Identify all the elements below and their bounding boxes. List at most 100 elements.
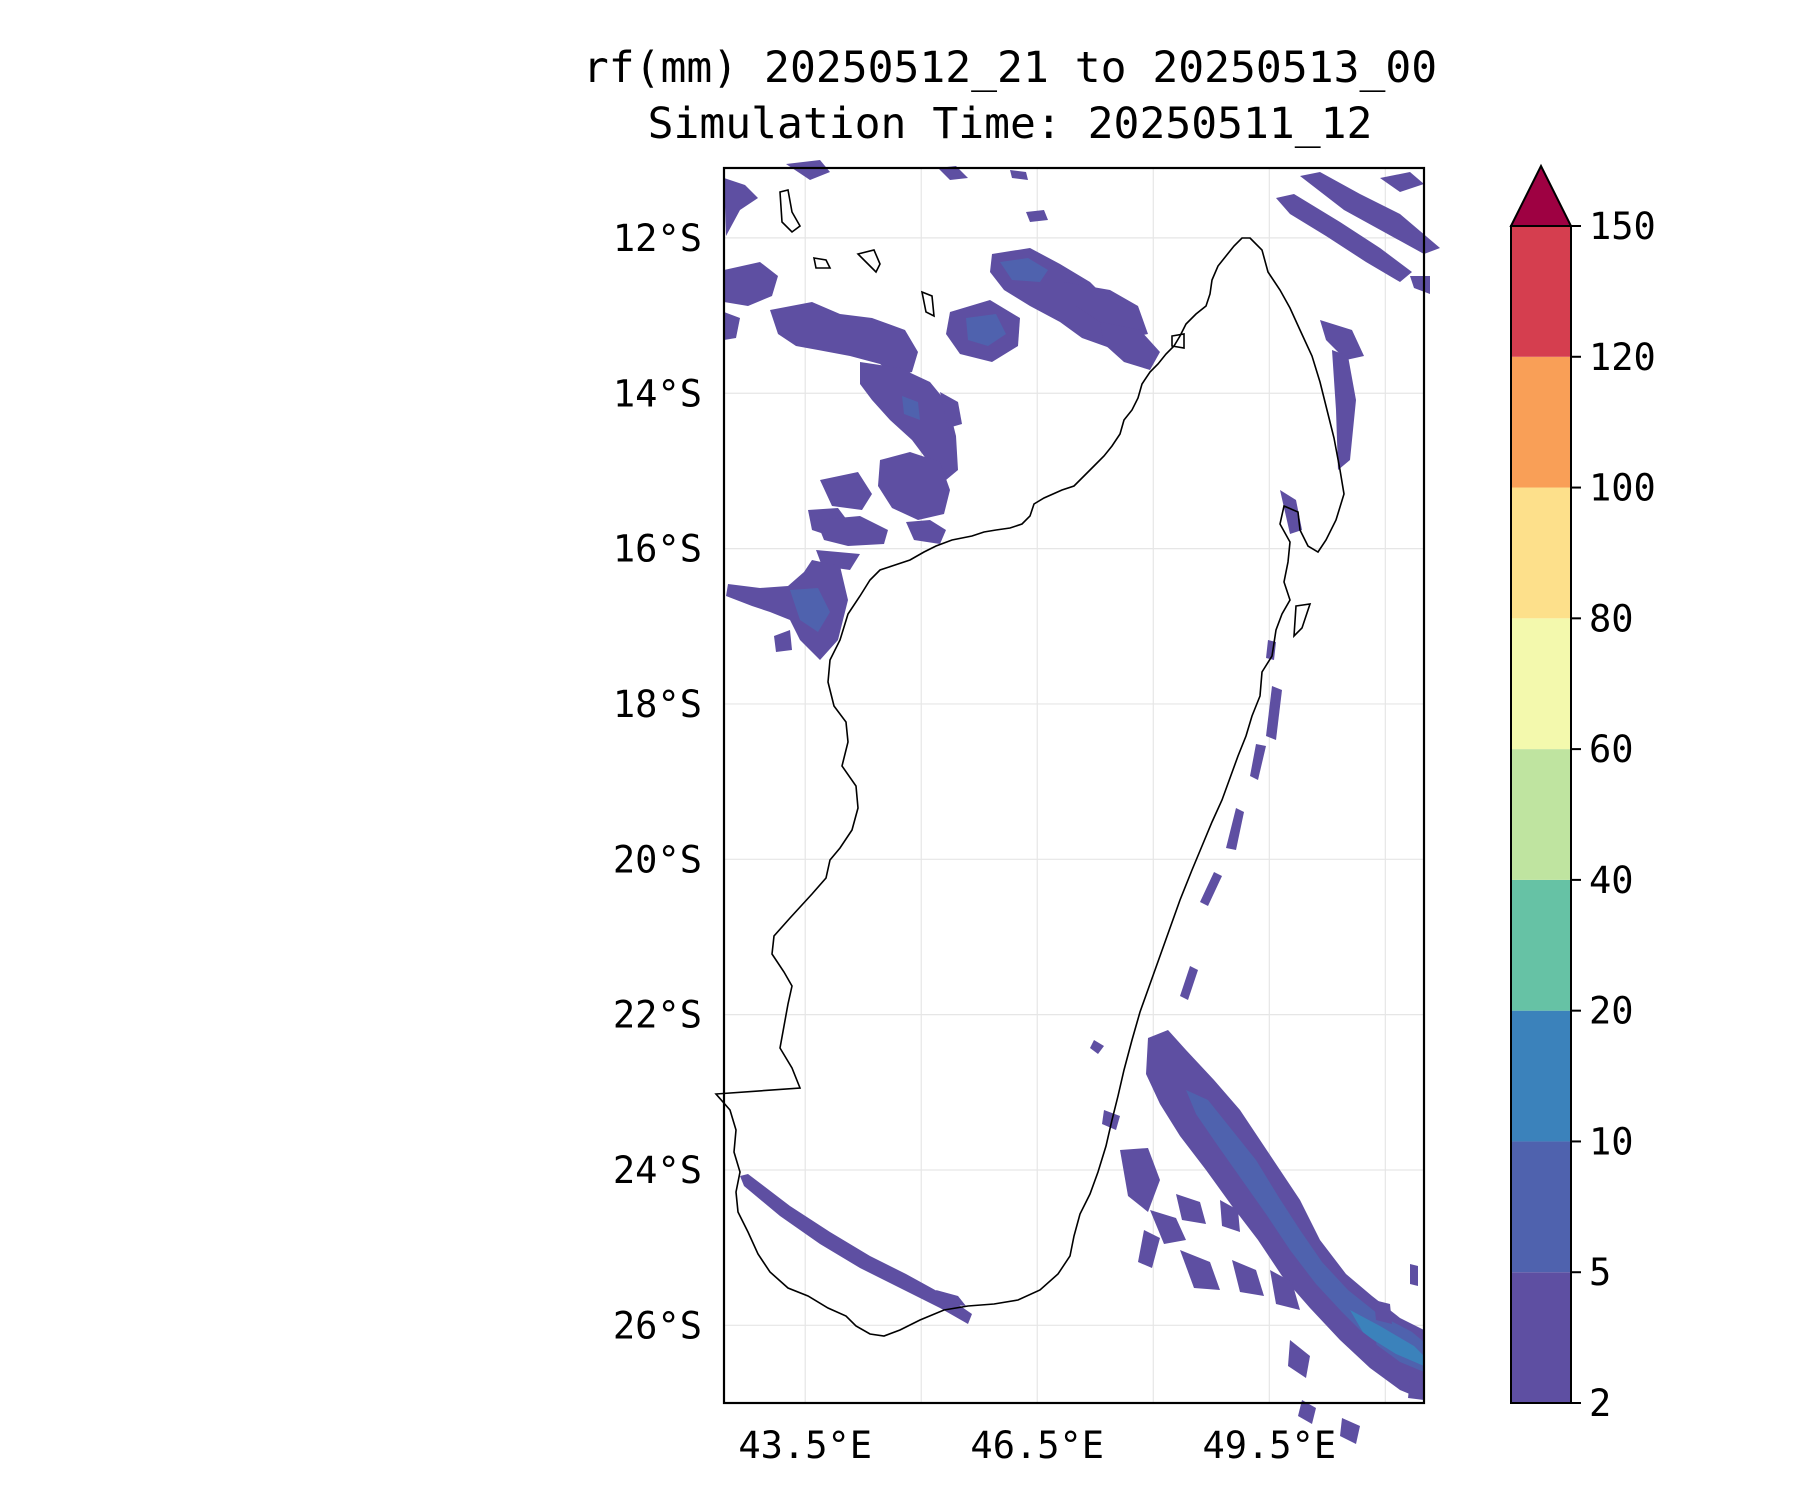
rain-patch bbox=[1176, 1194, 1206, 1224]
island-outline bbox=[856, 249, 881, 274]
rain-patch bbox=[1320, 320, 1364, 360]
rain-patch bbox=[1300, 172, 1440, 254]
rain-patch bbox=[774, 630, 792, 652]
rain-patch bbox=[1220, 1200, 1240, 1232]
madagascar-coastline bbox=[714, 237, 1345, 1337]
rain-patch bbox=[1374, 1300, 1392, 1324]
rain-patch bbox=[724, 178, 758, 236]
colorbar-segment bbox=[1511, 1141, 1571, 1273]
rain-patch bbox=[1250, 744, 1266, 780]
lat-tick-label: 16°S bbox=[613, 528, 702, 571]
lat-tick-label: 26°S bbox=[613, 1304, 702, 1347]
colorbar-tick-label: 20 bbox=[1589, 990, 1634, 1033]
lat-tick-label: 12°S bbox=[613, 217, 702, 260]
rain-patch bbox=[938, 166, 968, 180]
rain-patch bbox=[1064, 282, 1148, 338]
colorbar-segment bbox=[1511, 879, 1571, 1011]
lon-tick-label: 46.5°E bbox=[970, 1424, 1104, 1467]
rain-patch bbox=[1200, 872, 1222, 906]
gridlines bbox=[724, 168, 1424, 1403]
rain-patch bbox=[1280, 490, 1302, 534]
colorbar-tick-label: 10 bbox=[1589, 1120, 1634, 1163]
rain-patch bbox=[1102, 1110, 1120, 1130]
lat-tick-label: 14°S bbox=[613, 372, 702, 415]
rain-patch bbox=[860, 362, 958, 480]
rain-patch bbox=[1410, 276, 1430, 294]
rain-patch bbox=[770, 302, 918, 376]
colorbar-segment bbox=[1511, 1010, 1571, 1142]
lon-tick-label: 49.5°E bbox=[1202, 1424, 1336, 1467]
rain-patch bbox=[1266, 686, 1282, 740]
rain-patch bbox=[966, 314, 1006, 346]
longitude-tick-labels: 43.5°E 46.5°E 49.5°E bbox=[738, 1424, 1336, 1467]
rain-patch bbox=[1408, 1380, 1424, 1400]
colorbar-tick-label: 2 bbox=[1589, 1382, 1611, 1425]
colorbar-tick-label: 80 bbox=[1589, 597, 1634, 640]
colorbar-tick-label: 5 bbox=[1589, 1251, 1611, 1294]
rain-patch bbox=[1090, 1040, 1104, 1054]
rain-patch bbox=[1340, 1418, 1360, 1444]
island-outline bbox=[812, 257, 832, 269]
rain-patch bbox=[1026, 210, 1048, 222]
colorbar-segment bbox=[1511, 356, 1571, 488]
colorbar bbox=[1509, 163, 1573, 1404]
lon-tick-label: 43.5°E bbox=[738, 1424, 872, 1467]
colorbar-segment bbox=[1511, 226, 1571, 357]
island-outline bbox=[1171, 333, 1185, 349]
rain-patch bbox=[820, 472, 872, 510]
rain-patch bbox=[1180, 966, 1198, 1000]
lat-tick-label: 18°S bbox=[613, 683, 702, 726]
island-outline bbox=[920, 290, 935, 318]
chart-subtitle: Simulation Time: 20250511_12 bbox=[647, 99, 1373, 149]
lat-tick-label: 22°S bbox=[613, 994, 702, 1037]
rain-patch bbox=[724, 312, 740, 340]
colorbar-tick-labels: 2 5 10 20 40 60 80 100 120 150 bbox=[1571, 205, 1656, 1425]
lat-tick-label: 20°S bbox=[613, 838, 702, 881]
rain-patch bbox=[878, 452, 950, 520]
rain-patch bbox=[1232, 1260, 1264, 1296]
colorbar-tick-label: 60 bbox=[1589, 728, 1634, 771]
rain-patch bbox=[1276, 194, 1412, 282]
rain-patch bbox=[1138, 1230, 1160, 1268]
rain-patch bbox=[1410, 1264, 1418, 1286]
colorbar-tick-label: 100 bbox=[1589, 467, 1656, 510]
colorbar-segment bbox=[1511, 487, 1571, 619]
island-outline bbox=[779, 189, 802, 234]
rain-patch bbox=[1350, 1310, 1424, 1366]
lat-tick-label: 24°S bbox=[613, 1149, 702, 1192]
colorbar-extend-triangle bbox=[1509, 163, 1573, 227]
colorbar-segment bbox=[1511, 618, 1571, 750]
rain-patch bbox=[816, 516, 888, 546]
rain-patch bbox=[1380, 172, 1424, 192]
rain-patch bbox=[726, 560, 848, 660]
rain-patch bbox=[1010, 170, 1028, 180]
chart-title: rf(mm) 20250512_21 to 20250513_00 bbox=[582, 43, 1438, 93]
rain-patch bbox=[786, 160, 830, 180]
colorbar-frame bbox=[1510, 225, 1572, 1404]
colorbar-tick-label: 150 bbox=[1589, 205, 1656, 248]
rain-patch bbox=[724, 262, 778, 306]
island-outline bbox=[1293, 603, 1312, 639]
rain-patch bbox=[1226, 808, 1244, 850]
rain-patch bbox=[940, 392, 962, 428]
rain-patch bbox=[1360, 1330, 1380, 1364]
rain-patch bbox=[1120, 1148, 1160, 1212]
colorbar-tick-label: 120 bbox=[1589, 336, 1656, 379]
rain-patch bbox=[936, 1290, 966, 1306]
rain-patch bbox=[1100, 322, 1160, 370]
rainfall-field bbox=[724, 160, 1440, 1444]
rain-patch bbox=[1288, 1340, 1310, 1378]
rain-patch bbox=[1332, 350, 1356, 470]
rain-patch bbox=[902, 396, 920, 420]
rain-patch bbox=[1186, 1090, 1424, 1372]
rain-patch bbox=[1270, 1270, 1300, 1310]
rain-patch bbox=[790, 588, 830, 632]
map-frame bbox=[722, 166, 1426, 1405]
rain-patch bbox=[1000, 258, 1048, 282]
latitude-tick-labels: 12°S 14°S 16°S 18°S 20°S 22°S 24°S 26°S bbox=[613, 217, 702, 1347]
colorbar-tick-label: 40 bbox=[1589, 859, 1634, 902]
rain-patch bbox=[1298, 1400, 1316, 1424]
colorbar-segment bbox=[1511, 1272, 1571, 1403]
rain-patch bbox=[1180, 1250, 1220, 1290]
